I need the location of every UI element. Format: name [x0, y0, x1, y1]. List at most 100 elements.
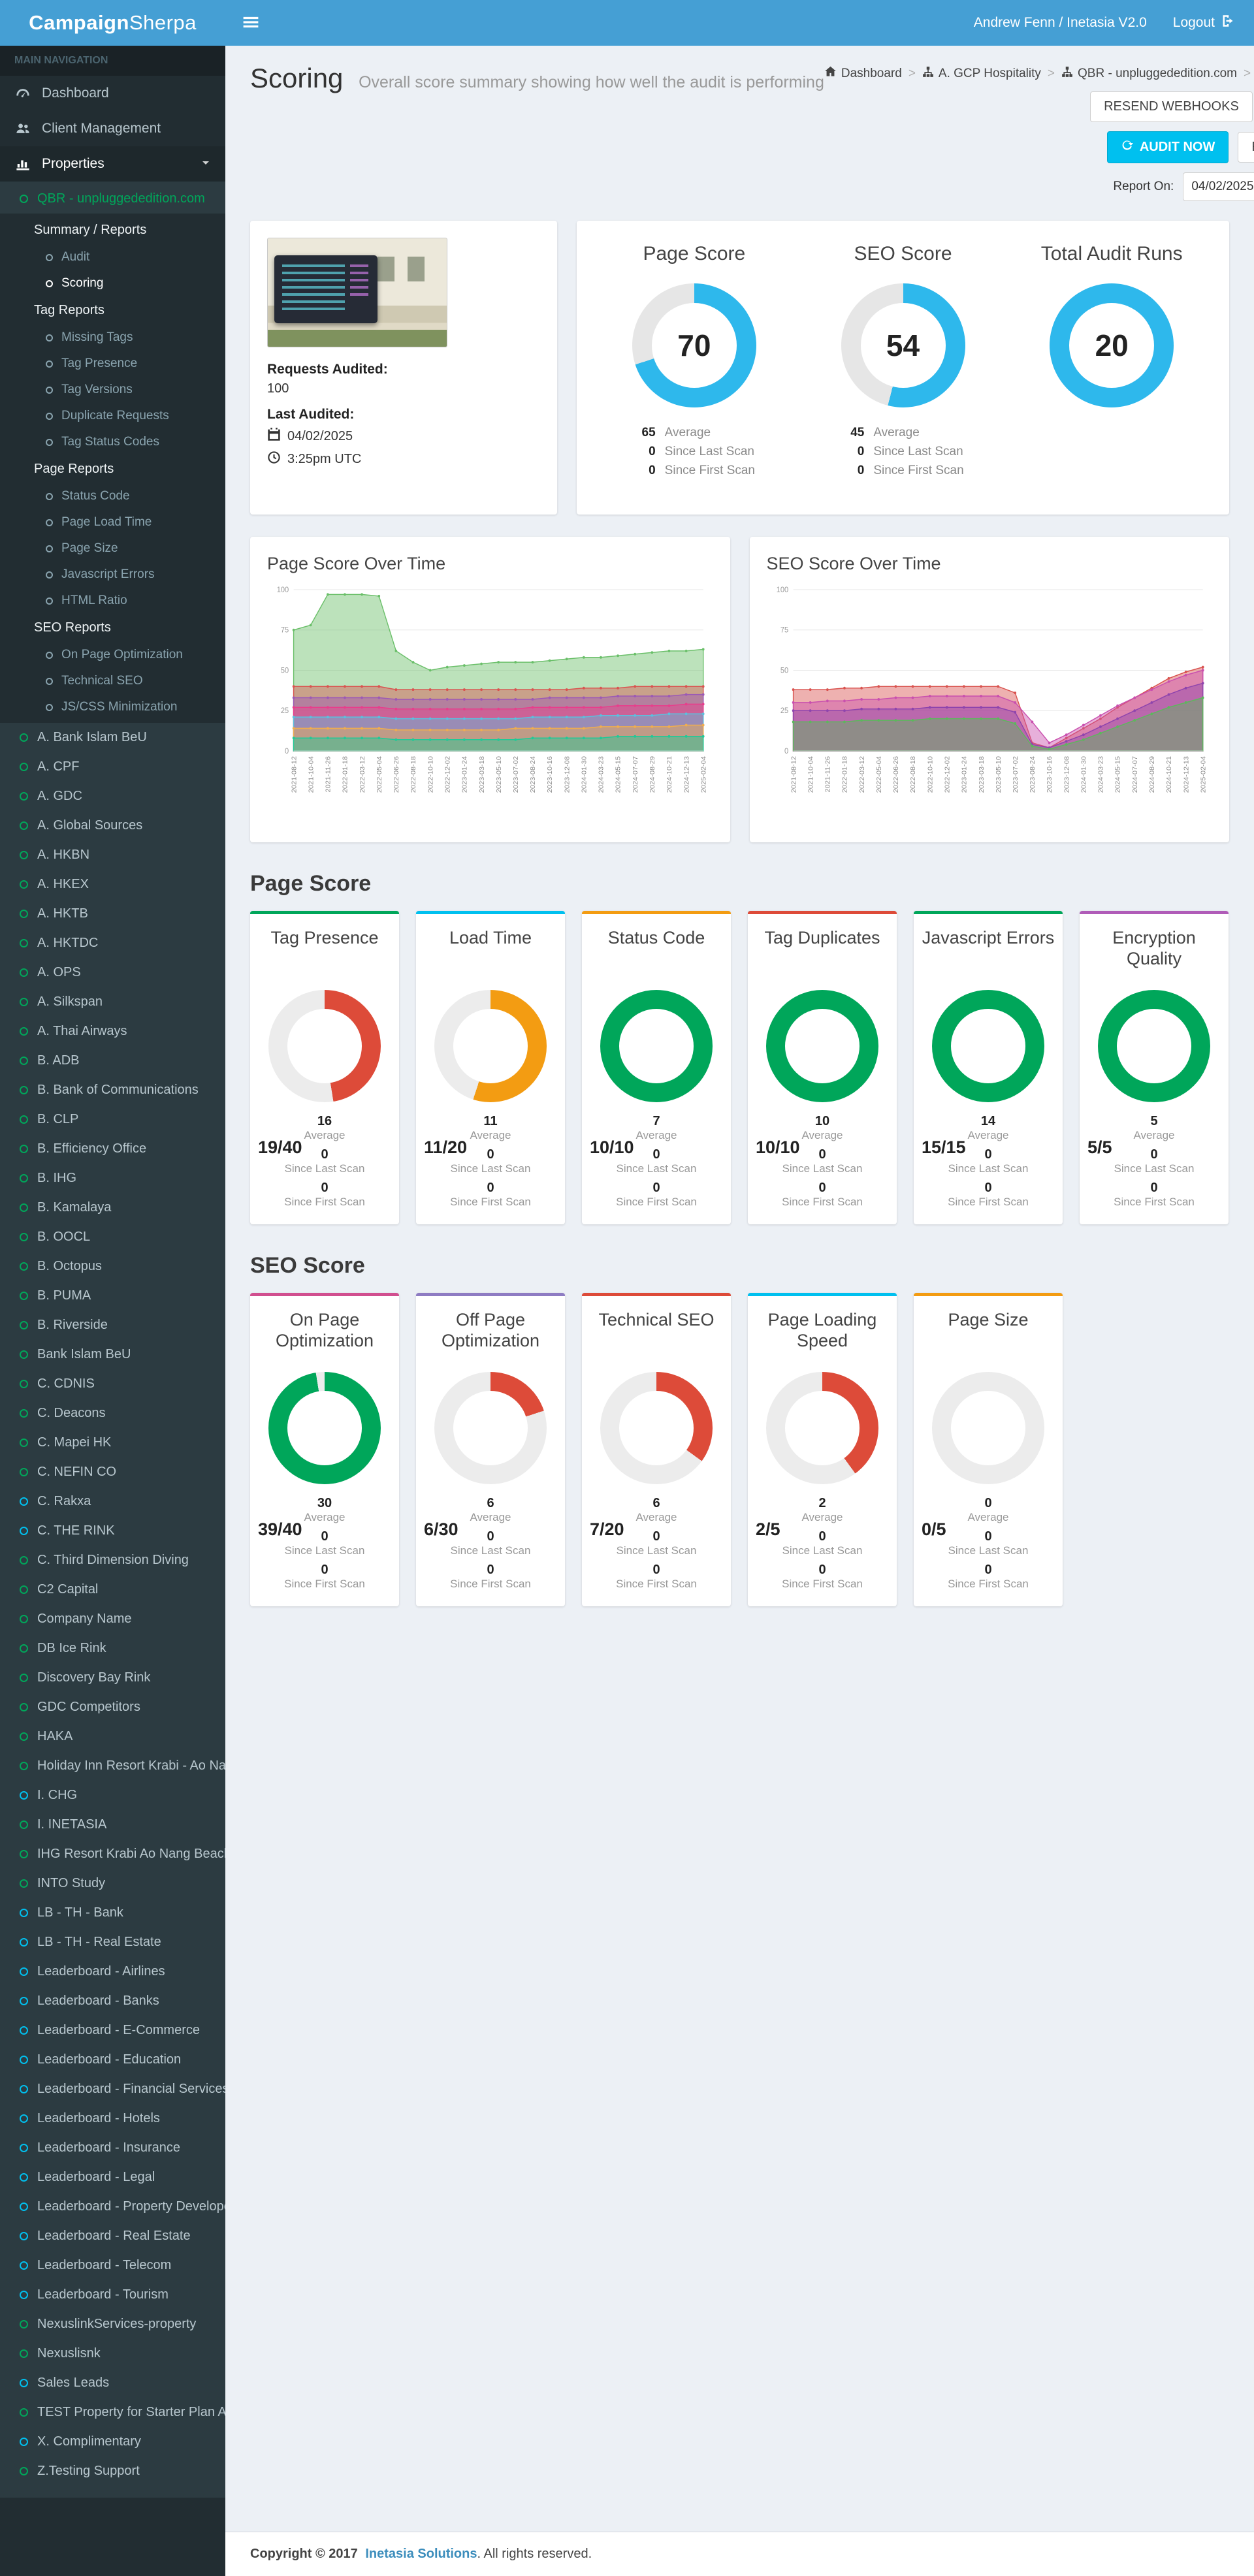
sidebar-property-b-riverside[interactable]: B. Riverside [0, 1311, 225, 1340]
sidebar-property-a-silkspan[interactable]: A. Silkspan [0, 987, 225, 1017]
footer-company-link[interactable]: Inetasia Solutions [365, 2547, 477, 2561]
score-card-stats: 16Average0Since Last Scan0Since First Sc… [258, 1114, 391, 1209]
breadcrumb-item-a-gcp-hospitality[interactable]: A. GCP Hospitality [922, 66, 1041, 82]
sidebar-subitem-audit[interactable]: Audit [0, 244, 225, 270]
sidebar-navigation-header: MAIN NAVIGATION [0, 46, 225, 76]
sidebar-property-nexuslisnk[interactable]: Nexuslisnk [0, 2339, 225, 2368]
sidebar-subitem-javascript-errors[interactable]: Javascript Errors [0, 562, 225, 588]
sidebar-subitem-scoring[interactable]: Scoring [0, 270, 225, 296]
sidebar-property-c-deacons[interactable]: C. Deacons [0, 1399, 225, 1428]
sidebar-subitem-missing-tags[interactable]: Missing Tags [0, 325, 225, 351]
user-menu[interactable]: Andrew Fenn / Inetasia V2.0 [974, 15, 1147, 31]
sidebar-section-summary-reports[interactable]: Summary / Reports [0, 216, 225, 244]
sidebar-property-leaderboard-airlines[interactable]: Leaderboard - Airlines [0, 1957, 225, 1986]
sidebar-subitem-on-page-optimization[interactable]: On Page Optimization [0, 642, 225, 668]
sidebar-subitem-page-size[interactable]: Page Size [0, 535, 225, 562]
sidebar-property-c-mapei-hk[interactable]: C. Mapei HK [0, 1428, 225, 1457]
sidebar-property-b-octopus[interactable]: B. Octopus [0, 1252, 225, 1281]
sidebar-section-tag-reports[interactable]: Tag Reports [0, 296, 225, 325]
sidebar-property-b-bank-of-communications[interactable]: B. Bank of Communications [0, 1075, 225, 1105]
sidebar-property-haka[interactable]: HAKA [0, 1722, 225, 1751]
sidebar-property-leaderboard-education[interactable]: Leaderboard - Education [0, 2045, 225, 2075]
sidebar-property-b-adb[interactable]: B. ADB [0, 1046, 225, 1075]
sidebar-property-a-cpf[interactable]: A. CPF [0, 752, 225, 782]
sidebar-property-a-bank-islam-beu[interactable]: A. Bank Islam BeU [0, 723, 225, 752]
sidebar-property-ihg-resort-krabi-ao-nang-beach[interactable]: IHG Resort Krabi Ao Nang Beach [0, 1839, 225, 1869]
sidebar-property-qbr-unpluggededition-com[interactable]: QBR - unpluggededition.com [0, 184, 225, 214]
sidebar-property-gdc-competitors[interactable]: GDC Competitors [0, 1693, 225, 1722]
sidebar-property-leaderboard-financial-services[interactable]: Leaderboard - Financial Services [0, 2075, 225, 2104]
sidebar-property-leaderboard-telecom[interactable]: Leaderboard - Telecom [0, 2251, 225, 2280]
sidebar-property-leaderboard-tourism[interactable]: Leaderboard - Tourism [0, 2280, 225, 2310]
sidebar-property-c-third-dimension-diving[interactable]: C. Third Dimension Diving [0, 1546, 225, 1575]
sidebar-section-seo-reports[interactable]: SEO Reports [0, 614, 225, 642]
sidebar-property-leaderboard-real-estate[interactable]: Leaderboard - Real Estate [0, 2221, 225, 2251]
sidebar-property-a-hkex[interactable]: A. HKEX [0, 870, 225, 899]
sidebar-property-b-ihg[interactable]: B. IHG [0, 1164, 225, 1193]
resend-email-button[interactable]: RESEND EMAIL [1238, 132, 1254, 163]
logout-button[interactable]: Logout [1173, 14, 1234, 31]
sidebar-subitem-status-code[interactable]: Status Code [0, 483, 225, 509]
sidebar-subitem-html-ratio[interactable]: HTML Ratio [0, 588, 225, 614]
report-date-select[interactable]: 04/02/2025 3:25 PM ( [1183, 172, 1254, 201]
sidebar-property-a-hktdc[interactable]: A. HKTDC [0, 929, 225, 958]
sidebar-property-a-hkbn[interactable]: A. HKBN [0, 840, 225, 870]
stat-value: 6 [424, 1496, 557, 1511]
sidebar-property-c-the-rink[interactable]: C. THE RINK [0, 1516, 225, 1546]
sidebar-property-a-gdc[interactable]: A. GDC [0, 782, 225, 811]
stat-value: 2 [756, 1496, 889, 1511]
sidebar-property-a-ops[interactable]: A. OPS [0, 958, 225, 987]
sidebar-subitem-tag-status-codes[interactable]: Tag Status Codes [0, 429, 225, 455]
sidebar-subitem-technical-seo[interactable]: Technical SEO [0, 668, 225, 694]
sidebar-subitem-duplicate-requests[interactable]: Duplicate Requests [0, 403, 225, 429]
sidebar-property-db-ice-rink[interactable]: DB Ice Rink [0, 1634, 225, 1663]
sidebar-property-discovery-bay-rink[interactable]: Discovery Bay Rink [0, 1663, 225, 1693]
sidebar-property-leaderboard-legal[interactable]: Leaderboard - Legal [0, 2163, 225, 2192]
sidebar-property-b-oocl[interactable]: B. OOCL [0, 1222, 225, 1252]
sidebar-property-lb-th-real-estate[interactable]: LB - TH - Real Estate [0, 1928, 225, 1957]
sidebar-property-leaderboard-property-developers[interactable]: Leaderboard - Property Developers [0, 2192, 225, 2221]
sidebar-section-page-reports[interactable]: Page Reports [0, 455, 225, 483]
sidebar-subitem-tag-versions[interactable]: Tag Versions [0, 377, 225, 403]
sidebar-property-test-property-for-starter-plan-audit[interactable]: TEST Property for Starter Plan Audit [0, 2398, 225, 2427]
sidebar-property-x-complimentary[interactable]: X. Complimentary [0, 2427, 225, 2457]
sidebar-property-a-hktb[interactable]: A. HKTB [0, 899, 225, 929]
sidebar-property-sales-leads[interactable]: Sales Leads [0, 2368, 225, 2398]
sidebar-property-c-nefin-co[interactable]: C. NEFIN CO [0, 1457, 225, 1487]
breadcrumb-item-dashboard[interactable]: Dashboard [824, 65, 902, 82]
sidebar-toggle-button[interactable] [225, 0, 276, 46]
sidebar-subitem-tag-presence[interactable]: Tag Presence [0, 351, 225, 377]
sidebar-property-b-kamalaya[interactable]: B. Kamalaya [0, 1193, 225, 1222]
sidebar-property-company-name[interactable]: Company Name [0, 1604, 225, 1634]
sidebar-property-b-efficiency-office[interactable]: B. Efficiency Office [0, 1134, 225, 1164]
sidebar-item-dashboard[interactable]: Dashboard [0, 76, 225, 111]
sidebar-property-holiday-inn-resort-krabi-ao-nang[interactable]: Holiday Inn Resort Krabi - Ao Nang [0, 1751, 225, 1781]
sidebar-subitem-js-css-minimization[interactable]: JS/CSS Minimization [0, 694, 225, 720]
sidebar-property-i-chg[interactable]: I. CHG [0, 1781, 225, 1810]
sidebar-property-bank-islam-beu[interactable]: Bank Islam BeU [0, 1340, 225, 1369]
brand-logo[interactable]: CampaignSherpa [0, 0, 225, 46]
sidebar-subitem-page-load-time[interactable]: Page Load Time [0, 509, 225, 535]
sidebar-property-b-puma[interactable]: B. PUMA [0, 1281, 225, 1311]
sidebar-property-lb-th-bank[interactable]: LB - TH - Bank [0, 1898, 225, 1928]
sidebar-property-z-testing-support[interactable]: Z.Testing Support [0, 2457, 225, 2486]
sidebar-property-label: B. Octopus [37, 1259, 102, 1274]
sidebar-item-client-management[interactable]: Client Management [0, 111, 225, 146]
sidebar-property-i-inetasia[interactable]: I. INETASIA [0, 1810, 225, 1839]
sidebar-property-leaderboard-e-commerce[interactable]: Leaderboard - E-Commerce [0, 2016, 225, 2045]
resend-webhooks-button[interactable]: RESEND WEBHOOKS [1090, 91, 1253, 122]
sidebar-property-c-cdnis[interactable]: C. CDNIS [0, 1369, 225, 1399]
breadcrumb-item-qbr-unpluggededition-com[interactable]: QBR - unpluggededition.com [1061, 66, 1237, 82]
audit-now-button[interactable]: AUDIT NOW [1107, 131, 1229, 163]
sidebar-property-leaderboard-insurance[interactable]: Leaderboard - Insurance [0, 2133, 225, 2163]
sidebar-property-leaderboard-hotels[interactable]: Leaderboard - Hotels [0, 2104, 225, 2133]
sidebar-property-a-global-sources[interactable]: A. Global Sources [0, 811, 225, 840]
sidebar-property-leaderboard-banks[interactable]: Leaderboard - Banks [0, 1986, 225, 2016]
sidebar-property-a-thai-airways[interactable]: A. Thai Airways [0, 1017, 225, 1046]
sidebar-item-properties[interactable]: Properties [0, 146, 225, 182]
sidebar-property-nexuslinkservices-property[interactable]: NexuslinkServices-property [0, 2310, 225, 2339]
sidebar-property-into-study[interactable]: INTO Study [0, 1869, 225, 1898]
sidebar-property-c-rakxa[interactable]: C. Rakxa [0, 1487, 225, 1516]
sidebar-property-c2-capital[interactable]: C2 Capital [0, 1575, 225, 1604]
sidebar-property-b-clp[interactable]: B. CLP [0, 1105, 225, 1134]
